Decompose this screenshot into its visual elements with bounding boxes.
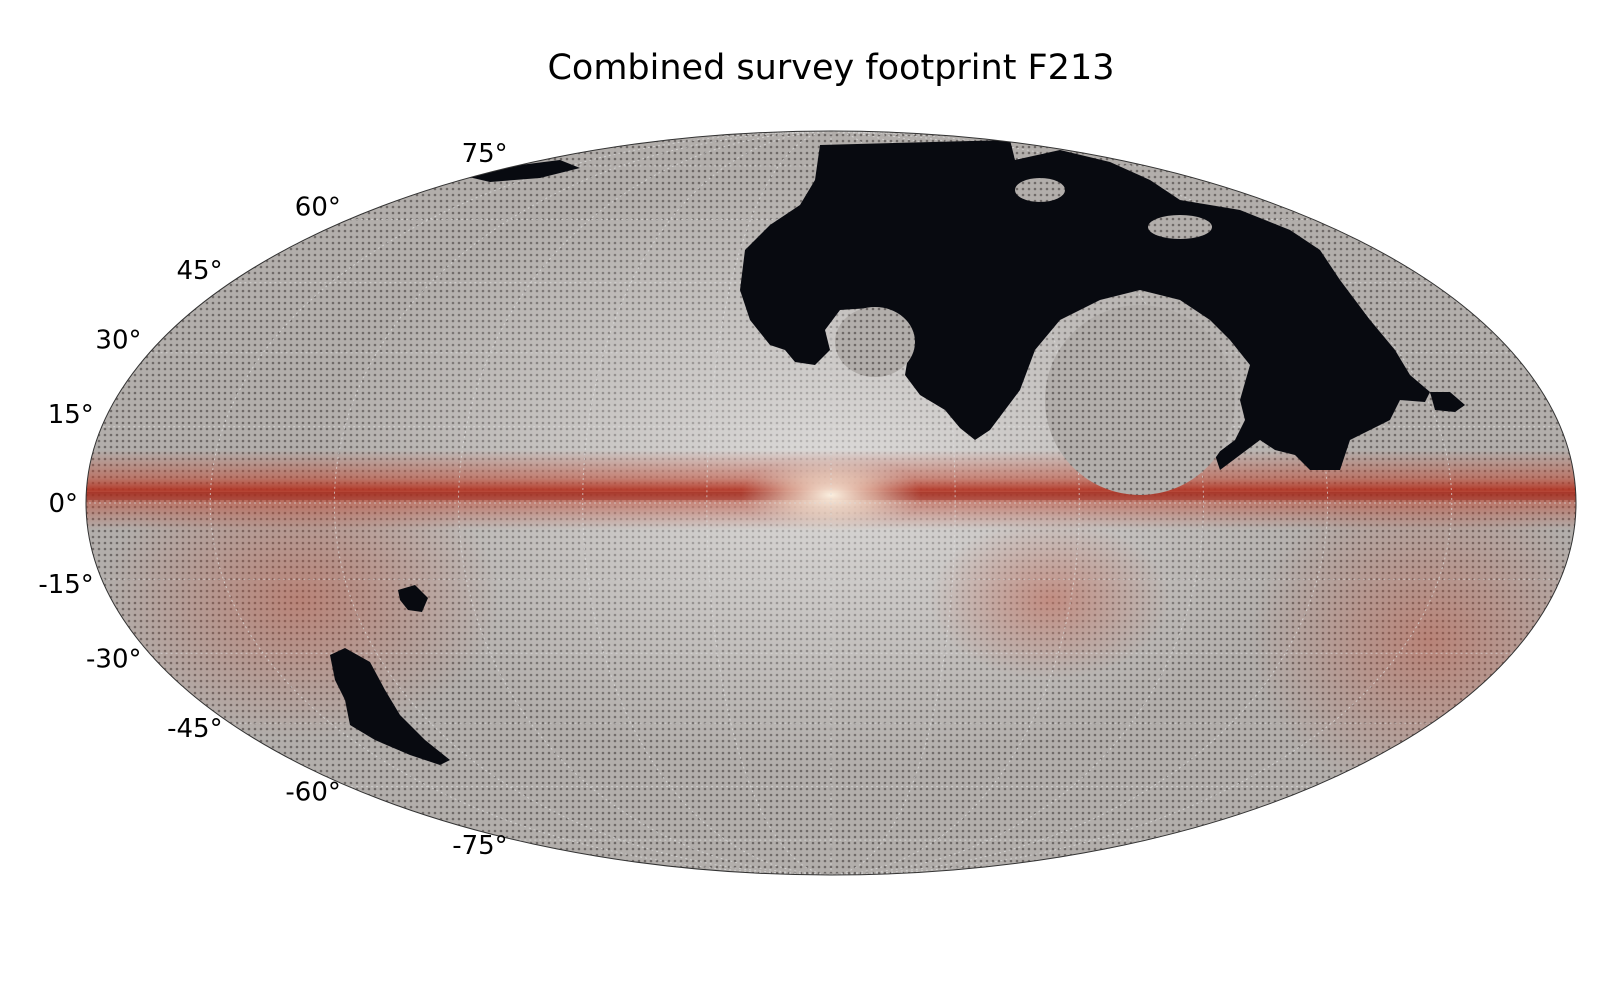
latitude-labels: 75° 60° 45° 30° 15° 0° -15° -30° -45° -60° -75° <box>38 139 507 861</box>
latitude-label: 15° <box>48 400 94 430</box>
graticule-meridian <box>706 131 832 875</box>
latitude-label: -15° <box>38 570 93 600</box>
latitude-label: -60° <box>285 778 340 808</box>
southern-gap-small <box>398 585 428 612</box>
latitude-label: 75° <box>462 139 508 169</box>
sky-layer <box>86 131 1576 875</box>
northern-gap-strip <box>460 160 580 182</box>
latitude-label: 45° <box>177 256 223 286</box>
southern-gap-large <box>330 648 450 765</box>
latitude-label: -45° <box>167 714 222 744</box>
northern-gap-region <box>740 140 1430 470</box>
graticule-meridian <box>830 131 1329 875</box>
northern-gap-hole-2 <box>835 307 915 377</box>
map-title: Combined survey footprint F213 <box>547 48 1115 88</box>
graticule-meridian <box>209 131 832 875</box>
graticule-meridian <box>830 131 1453 875</box>
northern-gap-hole-3 <box>1148 215 1212 239</box>
map-border <box>85 130 1577 876</box>
northern-gap-hole-4 <box>1015 178 1065 202</box>
graticule-meridian <box>582 131 832 875</box>
northern-gap-edge <box>1430 392 1465 412</box>
northern-gap-hole-1 <box>1045 305 1235 495</box>
latitude-label: -30° <box>86 644 141 674</box>
graticule-meridian <box>830 131 956 875</box>
latitude-label: 30° <box>95 326 141 356</box>
graticule-meridian <box>830 131 1080 875</box>
graticule-meridian <box>333 131 832 875</box>
dust-patch-center <box>930 520 1170 680</box>
latitude-label: 0° <box>48 489 78 519</box>
latitude-label: -75° <box>452 831 507 861</box>
latitude-label: 60° <box>295 192 341 222</box>
